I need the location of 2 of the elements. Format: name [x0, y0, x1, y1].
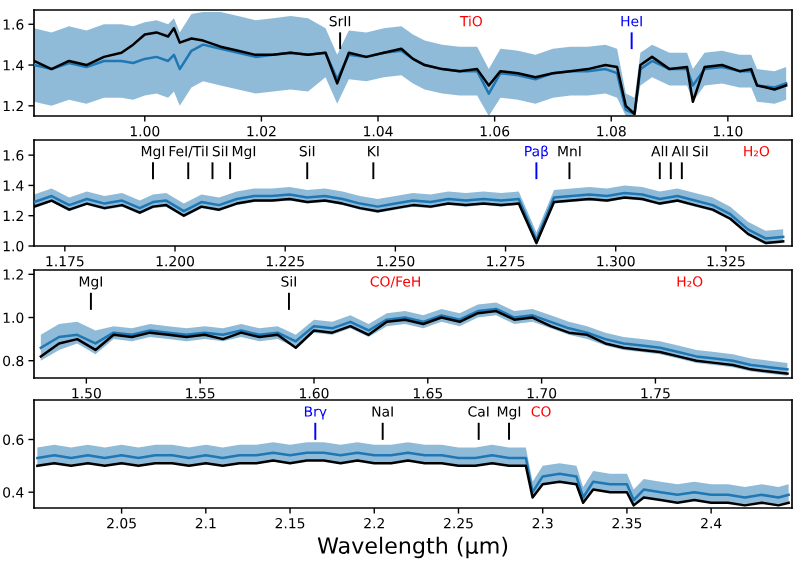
line-series	[36, 451, 790, 502]
x-axis-title: Wavelength (μm)	[317, 536, 508, 559]
